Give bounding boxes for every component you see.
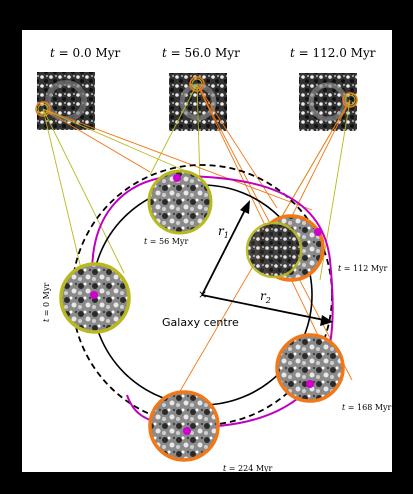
zoom-label-t112: t = 112 Myr [338, 264, 388, 273]
header-labels: t = 0.0 Myr t = 56.0 Myr t = 112.0 Myr [50, 46, 376, 60]
panel-label-2: t = 112.0 Myr [290, 46, 376, 60]
zoom-circle-t56 [147, 169, 213, 235]
zoom-circle-t0 [59, 262, 131, 334]
radius-label-2: r2 [260, 289, 271, 305]
cloud-marker [173, 174, 181, 182]
zoom-label-t168: t = 168 Myr [342, 403, 392, 412]
tracked-region-marker-2 [342, 92, 358, 108]
cloud-marker [90, 291, 98, 299]
orbit-diagram: t = 0.0 Myr t = 56.0 Myr t = 112.0 Myr [35, 46, 392, 473]
radius-label-1: r1 [218, 224, 229, 240]
figure-panel: t = 0.0 Myr t = 56.0 Myr t = 112.0 Myr [22, 30, 392, 473]
zoom-label-t224: t = 224 Myr [223, 464, 273, 472]
panel-label-1: t = 56.0 Myr [162, 46, 240, 60]
cloud-marker [183, 427, 191, 435]
cloud-marker [306, 380, 314, 388]
zoom-circle-t112 [245, 214, 325, 282]
snapshot-0 [35, 72, 95, 130]
zoom-label-t56: t = 56 Myr [144, 237, 188, 246]
svg-text:×: × [198, 288, 207, 301]
cloud-marker [314, 228, 322, 236]
zoom-label-t0: t = 0 Myr [42, 283, 51, 322]
tracked-region-marker-0 [35, 101, 51, 117]
snapshot-2 [299, 73, 358, 131]
panel-label-0: t = 0.0 Myr [50, 46, 120, 60]
zoom-circle-t224 [148, 390, 220, 462]
galaxy-centre-label: Galaxy centre [162, 316, 239, 329]
zoom-circle-t168 [275, 333, 345, 403]
zoom-labels: t = 56 Myr t = 112 Myr t = 168 Myr t = 2… [42, 237, 392, 473]
radius-arrows: × [198, 200, 333, 326]
